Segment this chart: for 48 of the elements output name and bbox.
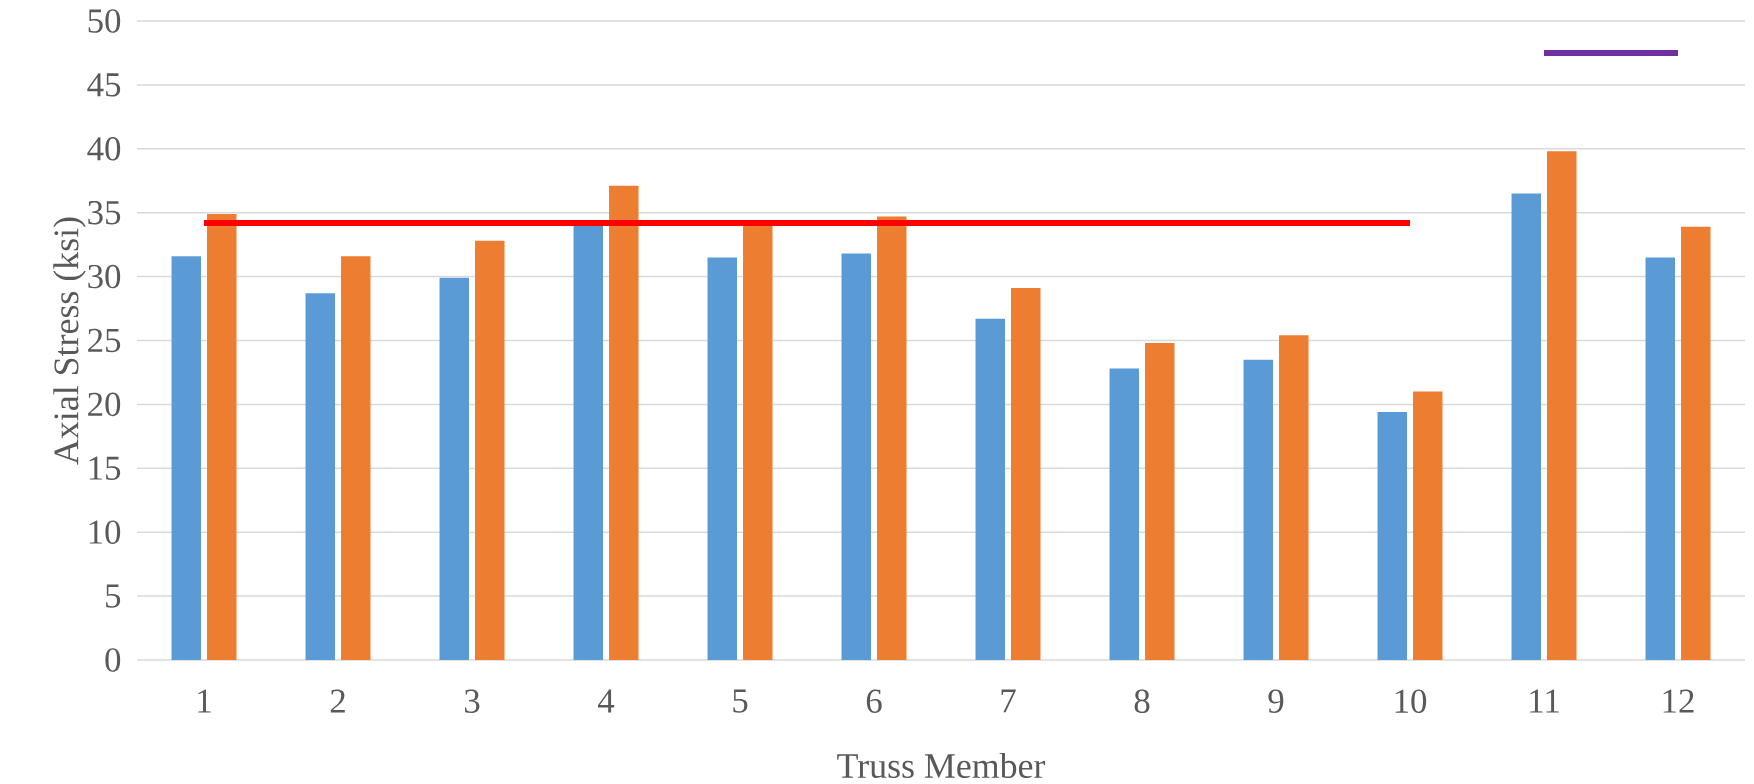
x-tick-label: 9	[1268, 689, 1284, 713]
x-tick-label: 6	[866, 689, 882, 713]
bar	[1681, 226, 1711, 660]
y-tick-label: 35	[88, 200, 121, 225]
y-tick-label: 20	[88, 392, 121, 417]
y-tick-label: 40	[87, 137, 121, 161]
y-tick-label: 25	[88, 328, 121, 353]
x-tick-label: 10	[1395, 689, 1427, 714]
bar	[1413, 391, 1443, 660]
bar	[1145, 343, 1175, 660]
bar	[207, 213, 237, 660]
bar	[1511, 193, 1541, 660]
x-tick-label: 4	[597, 689, 615, 713]
bar	[1109, 368, 1139, 660]
bar	[1279, 335, 1309, 660]
y-tick-label: 5	[106, 584, 121, 608]
bar	[341, 256, 371, 660]
bar	[707, 257, 737, 660]
bar	[171, 256, 201, 660]
bar	[573, 224, 603, 660]
y-tick-label: 0	[105, 648, 121, 672]
x-tick-label: 11	[1530, 689, 1559, 713]
bar	[877, 216, 907, 660]
x-axis-title: Truss Member	[837, 752, 1046, 779]
bar	[1547, 151, 1577, 660]
x-tick-label: 8	[1134, 689, 1150, 714]
bar	[439, 277, 469, 660]
x-tick-label: 12	[1663, 689, 1694, 713]
y-tick-label: 30	[88, 264, 121, 289]
bar	[609, 185, 639, 660]
bar	[1645, 257, 1675, 660]
y-tick-label: 15	[89, 456, 121, 480]
bar	[975, 318, 1005, 660]
bar	[1377, 412, 1407, 660]
bar	[1243, 359, 1273, 660]
x-tick-label: 5	[733, 689, 748, 713]
y-tick-label: 10	[89, 520, 121, 544]
x-tick-label: 7	[1001, 689, 1016, 713]
x-tick-label: 2	[330, 689, 345, 713]
bar	[1011, 288, 1041, 660]
bar	[841, 253, 871, 660]
x-tick-label: 3	[464, 689, 480, 713]
y-axis-title: Axial Stress (ksi)	[53, 217, 86, 465]
bar	[475, 240, 505, 660]
x-tick-label: 1	[198, 689, 211, 713]
y-tick-label: 50	[88, 9, 121, 33]
bar	[305, 293, 335, 660]
y-tick-label: 45	[87, 73, 121, 97]
